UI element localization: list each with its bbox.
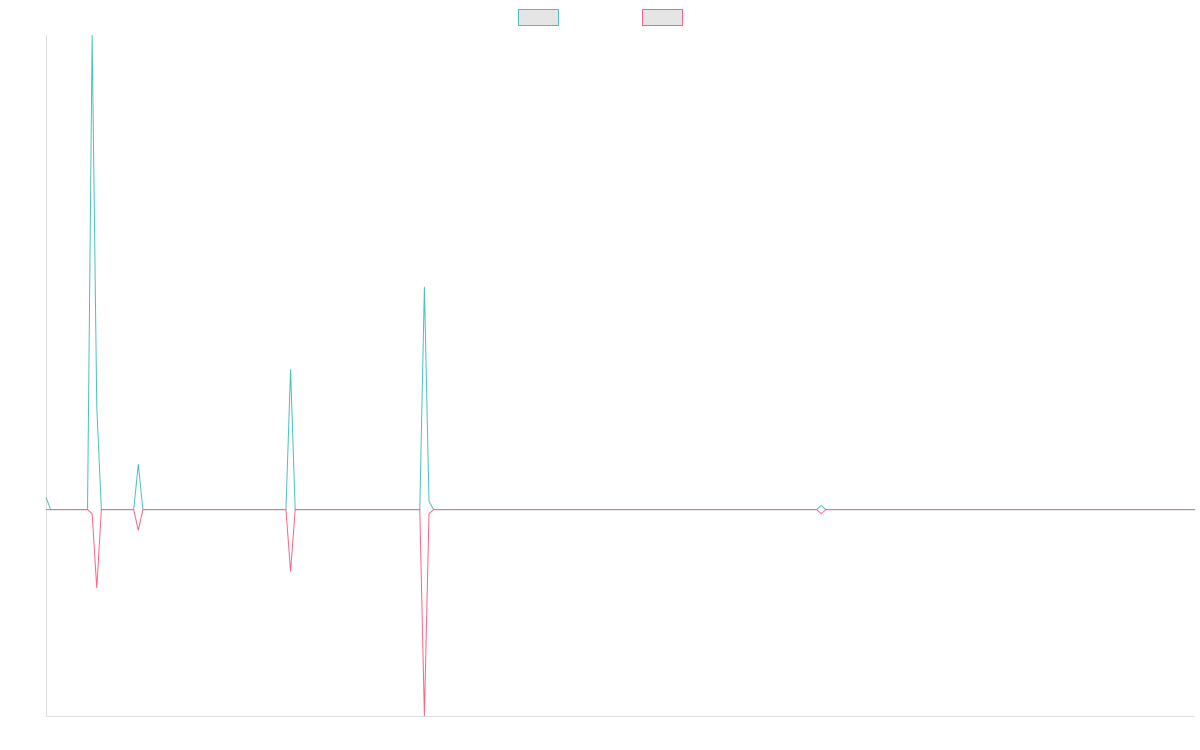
legend-swatch-1[interactable] <box>518 9 559 26</box>
series-line-1 <box>45 34 1195 511</box>
legend <box>518 9 683 26</box>
series-line-2 <box>46 509 1195 717</box>
plot-area <box>45 34 1195 717</box>
legend-swatch-2[interactable] <box>642 9 683 26</box>
